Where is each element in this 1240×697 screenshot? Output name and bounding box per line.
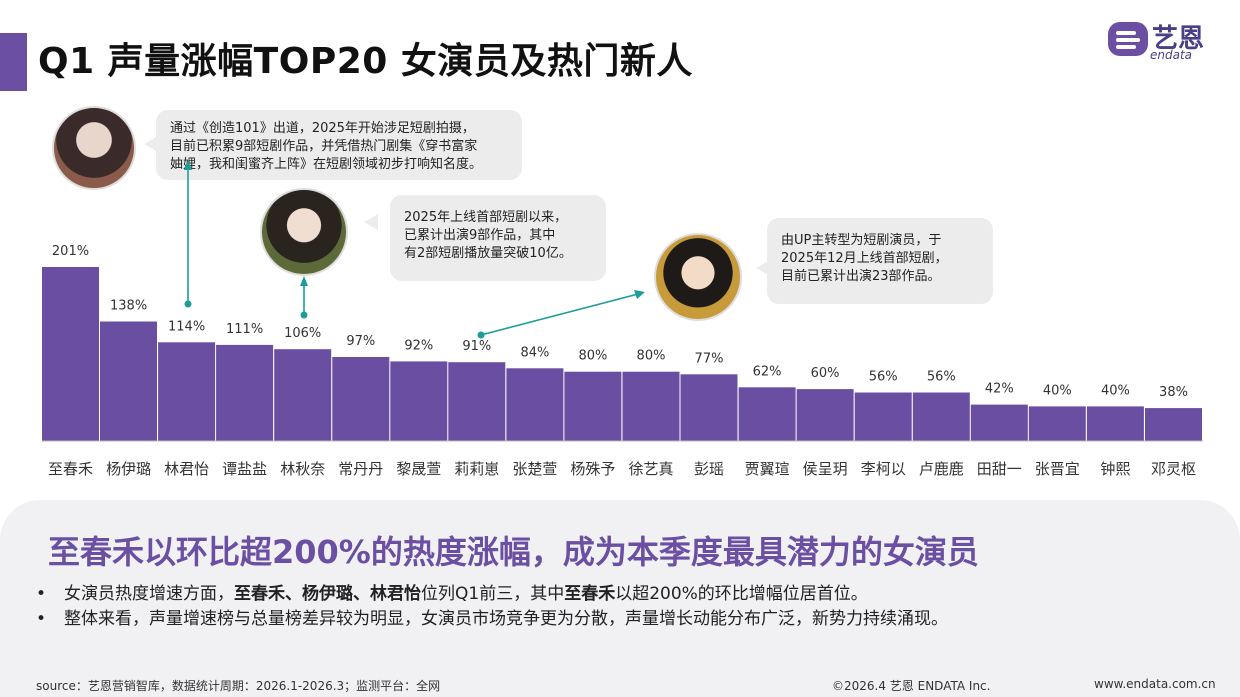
callout-lilizai: 由UP主转型为短剧演员，于 2025年12月上线首部短剧， 目前已累计出演23部… bbox=[767, 218, 993, 304]
bullet-item: 女演员热度增速方面，至春禾、杨伊璐、林君怡位列Q1前三，其中至春禾以超200%的… bbox=[36, 582, 948, 607]
bar-2 bbox=[100, 321, 157, 441]
category-label: 林君怡 bbox=[164, 460, 209, 478]
bar-value-label: 80% bbox=[578, 349, 607, 364]
category-label: 张晋宜 bbox=[1035, 460, 1080, 478]
bar-11 bbox=[622, 371, 680, 441]
avatar-linqiunai bbox=[260, 188, 348, 276]
callout-pointer bbox=[144, 136, 158, 152]
page-title: Q1 声量涨幅TOP20 女演员及热门新人 bbox=[38, 41, 693, 82]
callout-pointer bbox=[756, 260, 770, 276]
annotation-connector-3 bbox=[477, 290, 645, 339]
category-label: 贾翼瑄 bbox=[745, 460, 790, 478]
bar-9 bbox=[506, 368, 564, 441]
bar-value-label: 201% bbox=[52, 244, 89, 259]
callout-pointer bbox=[364, 214, 378, 230]
bullet-item: 整体来看，声量增速榜与总量榜差异较为明显，女演员市场竞争更为分散，声量增长动能分… bbox=[36, 607, 948, 632]
bar-18 bbox=[1028, 406, 1086, 441]
bar-1 bbox=[42, 267, 99, 441]
category-label: 常丹丹 bbox=[338, 460, 383, 478]
bar-value-label: 97% bbox=[346, 334, 375, 349]
title-accent-bar bbox=[0, 33, 27, 91]
annotation-connector-2 bbox=[300, 276, 308, 319]
category-label: 钟熙 bbox=[1100, 460, 1130, 478]
callout-zhichunhe: 通过《创造101》出道，2025年开始涉足短剧拍摄， 目前已积累9部短剧作品，并… bbox=[156, 110, 522, 180]
bar-value-label: 62% bbox=[753, 364, 782, 379]
category-label: 李柯以 bbox=[861, 460, 906, 478]
category-label: 谭盐盐 bbox=[222, 460, 267, 478]
category-label: 卢鹿鹿 bbox=[919, 460, 964, 478]
bar-value-label: 40% bbox=[1101, 383, 1130, 398]
bar-7 bbox=[390, 361, 448, 441]
logo-subtext: endata bbox=[1150, 48, 1193, 62]
summary-headline: 至春禾以环比超200%的热度涨幅，成为本季度最具潜力的女演员 bbox=[48, 533, 979, 571]
category-label: 张楚萱 bbox=[512, 460, 557, 478]
bar-value-label: 60% bbox=[811, 366, 840, 381]
bar-16 bbox=[912, 392, 970, 441]
bar-8 bbox=[448, 362, 506, 441]
category-label: 彭瑶 bbox=[694, 460, 724, 478]
bar-value-label: 77% bbox=[695, 351, 724, 366]
bar-value-label: 80% bbox=[637, 349, 666, 364]
bar-6 bbox=[332, 357, 390, 441]
footer-copyright: ©2026.4 艺恩 ENDATA Inc. bbox=[832, 679, 991, 693]
annotation-connector-1 bbox=[184, 160, 192, 308]
category-label: 黎晟萱 bbox=[396, 460, 441, 478]
bar-value-label: 106% bbox=[284, 326, 321, 341]
bar-value-label: 38% bbox=[1159, 385, 1188, 400]
logo-text: 艺恩 bbox=[1152, 24, 1205, 54]
bar-5 bbox=[274, 349, 332, 441]
bar-value-label: 114% bbox=[168, 319, 205, 334]
bar-value-label: 84% bbox=[520, 345, 549, 360]
bar-value-label: 111% bbox=[226, 322, 263, 337]
endata-logo-icon bbox=[1108, 22, 1148, 56]
bar-19 bbox=[1086, 406, 1144, 441]
category-label: 杨伊璐 bbox=[106, 460, 151, 478]
bar-value-label: 138% bbox=[110, 299, 147, 314]
bar-value-label: 56% bbox=[869, 370, 898, 385]
category-label: 莉莉崽 bbox=[454, 460, 499, 478]
bar-17 bbox=[970, 404, 1028, 441]
footer-source: source：艺恩营销智库，数据统计周期：2026.1-2026.3；监测平台：… bbox=[36, 679, 441, 693]
category-label: 林秋奈 bbox=[280, 460, 325, 478]
avatar-zhichunhe bbox=[52, 106, 136, 190]
category-label: 徐艺真 bbox=[628, 460, 673, 478]
bar-value-label: 42% bbox=[985, 382, 1014, 397]
avatar-lilizai bbox=[654, 233, 742, 321]
category-label: 侯呈玥 bbox=[803, 460, 848, 478]
summary-bullets: 女演员热度增速方面，至春禾、杨伊璐、林君怡位列Q1前三，其中至春禾以超200%的… bbox=[36, 582, 948, 632]
bar-13 bbox=[738, 387, 796, 441]
category-label: 至春禾 bbox=[48, 460, 93, 478]
category-label: 田甜一 bbox=[977, 460, 1022, 478]
bar-14 bbox=[796, 389, 854, 441]
bar-chart: 201% 至春禾 138% 杨伊璐 114% 林君怡 111% 谭盐盐 106% 林秋奈 97% 常丹… bbox=[42, 160, 1203, 478]
bar-10 bbox=[564, 371, 622, 441]
category-label: 杨殊予 bbox=[570, 460, 615, 478]
bar-15 bbox=[854, 392, 912, 441]
bar-3 bbox=[158, 342, 216, 441]
category-label: 邓灵枢 bbox=[1151, 460, 1196, 478]
bar-value-label: 92% bbox=[404, 338, 433, 353]
bar-20 bbox=[1145, 408, 1202, 441]
bar-4 bbox=[216, 344, 274, 441]
bar-12 bbox=[680, 374, 738, 441]
footer-website: www.endata.com.cn bbox=[1094, 677, 1216, 691]
callout-linqiunai: 2025年上线首部短剧以来， 已累计出演9部作品，其中 有2部短剧播放量突破10… bbox=[390, 195, 606, 281]
bar-value-label: 56% bbox=[927, 370, 956, 385]
bar-value-label: 40% bbox=[1043, 383, 1072, 398]
bar-value-label: 91% bbox=[462, 339, 491, 354]
